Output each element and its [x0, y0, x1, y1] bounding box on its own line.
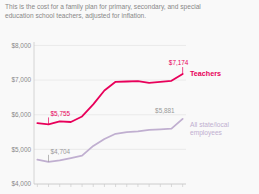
grid-line	[34, 80, 186, 81]
x-tick	[104, 184, 105, 187]
y-tick-label: $6,000	[11, 111, 31, 118]
x-tick	[115, 184, 116, 187]
subtitle-line: education school teachers, adjusted for …	[5, 12, 146, 20]
chart: This is the cost for a family plan for p…	[0, 0, 259, 194]
x-axis-line	[34, 184, 186, 185]
subtitle: This is the cost for a family plan for p…	[5, 3, 201, 20]
grid-line	[34, 184, 186, 185]
x-tick	[48, 184, 49, 187]
x-tick	[137, 184, 138, 187]
annotation: $7,174	[169, 59, 189, 66]
annotation-line	[182, 67, 183, 74]
annotation-line	[48, 155, 49, 162]
y-tick-label: $7,000	[11, 76, 31, 83]
y-tick-label: $8,000	[11, 42, 31, 49]
annotation: $5,755	[51, 110, 71, 117]
grid-line	[34, 45, 186, 46]
x-tick	[126, 184, 127, 187]
x-tick	[82, 184, 83, 187]
y-tick-label: $5,000	[11, 146, 31, 153]
series-line	[37, 74, 182, 124]
y-tick-label: $4,000	[11, 180, 31, 187]
series-label-line: employees	[190, 129, 223, 137]
annotation-line	[48, 117, 49, 124]
subtitle-line: This is the cost for a family plan for p…	[5, 3, 201, 11]
x-tick	[160, 184, 161, 187]
x-tick	[59, 184, 60, 187]
y-axis-line	[34, 42, 35, 184]
x-tick	[182, 184, 183, 187]
series-label: Teachers	[190, 69, 221, 78]
x-tick	[149, 184, 150, 187]
plot-area	[37, 74, 182, 162]
x-tick	[37, 184, 38, 187]
series-label-line: Teachers	[190, 69, 221, 78]
x-tick	[171, 184, 172, 187]
annotation: $4,704	[51, 148, 71, 155]
series-label-line: All state/local	[190, 121, 229, 128]
series-line	[37, 119, 182, 162]
x-tick	[70, 184, 71, 187]
annotation: $5,881	[155, 107, 175, 114]
series-label: All state/localemployees	[190, 121, 229, 137]
x-tick	[93, 184, 94, 187]
